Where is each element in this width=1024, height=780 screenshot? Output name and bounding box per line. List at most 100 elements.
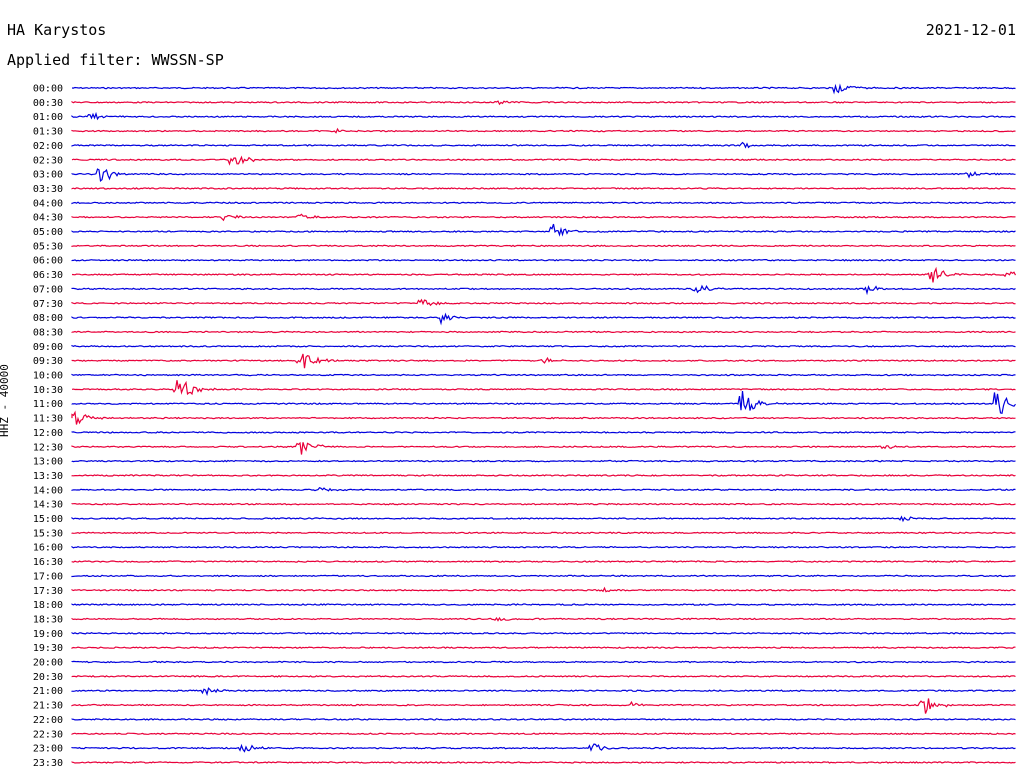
filter-label: Applied filter: WWSSN-SP	[7, 51, 224, 69]
trace-1830	[71, 616, 1016, 622]
trace-0030	[71, 100, 1016, 106]
trace-0930	[71, 353, 1016, 369]
trace-0200	[71, 141, 1016, 149]
trace-1630	[71, 560, 1016, 563]
row-time-label: 01:00	[33, 112, 63, 123]
row-time-label: 17:00	[33, 571, 63, 582]
trace-1430	[71, 502, 1016, 506]
trace-0100	[71, 111, 1016, 121]
trace-2330	[71, 761, 1016, 764]
row-time-label: 15:30	[33, 528, 63, 539]
trace-0500	[71, 223, 1016, 237]
row-time-label: 16:30	[33, 557, 63, 568]
trace-1130	[71, 410, 1016, 425]
row-time-label: 02:00	[33, 141, 63, 152]
row-time-label: 04:00	[33, 198, 63, 209]
trace-1700	[71, 574, 1016, 578]
row-time-label: 04:30	[33, 213, 63, 224]
trace-0000	[71, 83, 1016, 95]
trace-1330	[71, 474, 1016, 477]
row-time-label: 20:30	[33, 672, 63, 683]
trace-1930	[71, 646, 1016, 649]
trace-1030	[71, 380, 1016, 396]
row-time-label: 21:30	[33, 701, 63, 712]
trace-2100	[71, 687, 1016, 697]
trace-0430	[71, 213, 1016, 222]
trace-2300	[71, 743, 1016, 753]
trace-0130	[71, 127, 1016, 134]
row-time-label: 09:00	[33, 342, 63, 353]
record-date: 2021-12-01	[925, 21, 1016, 39]
row-time-label: 08:00	[33, 313, 63, 324]
row-time-label: 18:30	[33, 614, 63, 625]
row-time-label: 06:00	[33, 256, 63, 267]
trace-0300	[71, 168, 1016, 183]
row-time-label: 09:30	[33, 356, 63, 367]
row-time-label: 12:30	[33, 442, 63, 453]
trace-1300	[71, 459, 1016, 463]
row-time-label: 00:00	[33, 84, 63, 95]
row-time-label: 05:00	[33, 227, 63, 238]
row-time-label: 19:30	[33, 643, 63, 654]
trace-0330	[71, 187, 1016, 190]
trace-1730	[71, 586, 1016, 593]
trace-2030	[71, 675, 1016, 678]
row-time-label: 23:30	[33, 758, 63, 769]
row-time-label: 23:00	[33, 744, 63, 755]
row-time-label: 13:30	[33, 471, 63, 482]
trace-2000	[71, 660, 1016, 664]
row-time-label: 11:30	[33, 414, 63, 425]
trace-1200	[71, 431, 1016, 434]
trace-1500	[71, 515, 1016, 523]
row-time-label: 19:00	[33, 629, 63, 640]
trace-0400	[71, 201, 1016, 205]
row-time-label: 20:00	[33, 658, 63, 669]
trace-2200	[71, 718, 1016, 721]
trace-0630	[71, 266, 1017, 283]
row-time-label: 00:30	[33, 98, 63, 109]
row-time-label: 10:30	[33, 385, 63, 396]
trace-0900	[71, 344, 1016, 348]
station-name: HA Karystos	[7, 21, 107, 39]
row-time-label: 11:00	[33, 399, 63, 410]
row-time-label: 22:30	[33, 729, 63, 740]
row-time-label: 03:30	[33, 184, 63, 195]
row-time-label: 07:30	[33, 299, 63, 310]
trace-2230	[71, 732, 1016, 736]
row-time-label: 21:00	[33, 686, 63, 697]
row-time-label: 16:00	[33, 543, 63, 554]
row-time-label: 01:30	[33, 127, 63, 138]
trace-1900	[71, 631, 1016, 635]
trace-1800	[71, 603, 1016, 606]
row-time-label: 18:00	[33, 600, 63, 611]
trace-0730	[71, 298, 1016, 307]
row-time-label: 10:00	[33, 371, 63, 382]
trace-0230	[71, 155, 1016, 166]
row-time-label: 05:30	[33, 241, 63, 252]
trace-0530	[71, 244, 1016, 248]
trace-1600	[71, 545, 1016, 549]
trace-2130	[71, 698, 1016, 714]
row-time-label: 02:30	[33, 155, 63, 166]
row-time-label: 08:30	[33, 327, 63, 338]
row-time-label: 14:30	[33, 500, 63, 511]
trace-0800	[71, 312, 1016, 326]
trace-0830	[71, 330, 1016, 334]
trace-1100	[71, 391, 1016, 415]
trace-1530	[71, 531, 1016, 535]
row-time-label: 14:00	[33, 485, 63, 496]
trace-0700	[71, 284, 1016, 296]
trace-1000	[71, 373, 1016, 377]
row-time-label: 07:00	[33, 284, 63, 295]
row-time-label: 03:00	[33, 170, 63, 181]
row-time-label: 15:00	[33, 514, 63, 525]
row-time-label: 12:00	[33, 428, 63, 439]
trace-1400	[71, 486, 1016, 492]
row-time-label: 06:30	[33, 270, 63, 281]
row-time-label: 22:00	[33, 715, 63, 726]
row-time-label: 17:30	[33, 586, 63, 597]
trace-0600	[71, 258, 1016, 262]
row-time-label: 13:00	[33, 457, 63, 468]
trace-1230	[71, 441, 1016, 455]
